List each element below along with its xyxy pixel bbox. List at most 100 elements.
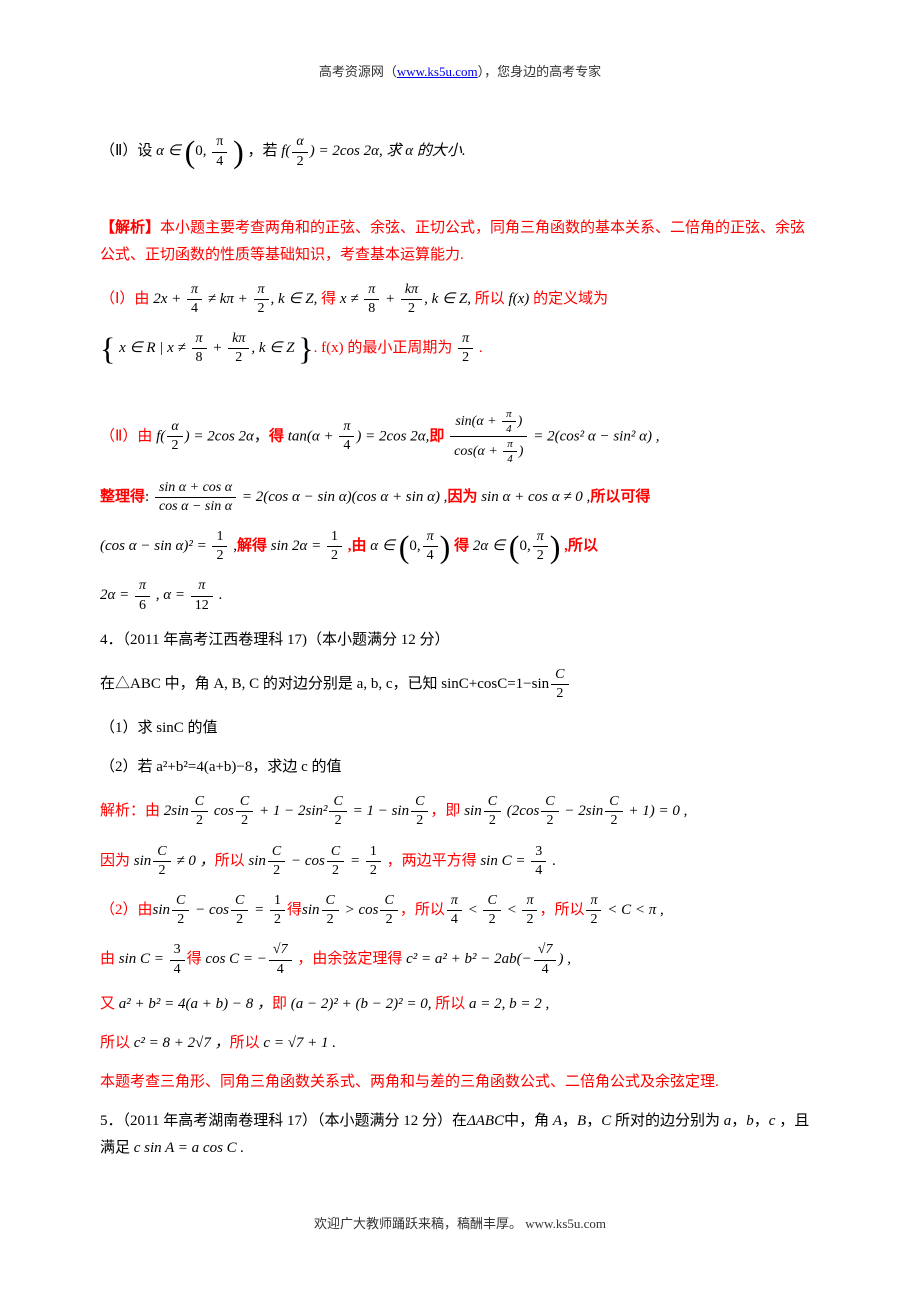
text: ，即 xyxy=(430,803,460,819)
analysis-block: 【解析】本小题主要考查两角和的正弦、余弦、正切公式，同角三角函数的基本关系、二倍… xyxy=(100,215,820,269)
text: sin 2α = xyxy=(267,538,325,554)
q4-part2-line3: 又 a² + b² = 4(a + b) − 8 ，即 (a − 2)² + (… xyxy=(100,991,820,1018)
text: , k ∈ Z, xyxy=(424,291,475,307)
text: tan(α + xyxy=(284,428,337,444)
frac: π2 xyxy=(586,892,601,929)
text: （2）由 xyxy=(100,902,153,918)
text: 由余弦定理得 xyxy=(312,951,402,967)
q5-statement: 5．（2011 年高考湖南卷理科 17）（本小题满分 12 分）在ΔABC中，角… xyxy=(100,1108,820,1162)
frac: C2 xyxy=(380,892,397,929)
frac: C2 xyxy=(484,793,501,830)
analysis-label: 【解析】 xyxy=(100,220,160,236)
frac: kπ2 xyxy=(228,330,249,367)
text: 2α ∈ xyxy=(469,538,509,554)
text: < C < π , xyxy=(603,902,663,918)
text: 2sin xyxy=(160,803,189,819)
frac: 12 xyxy=(212,528,227,565)
paren: ) xyxy=(550,529,561,565)
text: c sin A = a cos C . xyxy=(130,1140,244,1156)
text: c = √7 + 1 . xyxy=(260,1035,336,1051)
text: （Ⅱ）设 xyxy=(100,144,152,160)
text: . xyxy=(475,340,483,356)
text: 由 xyxy=(100,951,115,967)
frac: π4 xyxy=(187,281,202,318)
text: x ∈ R | x ≠ xyxy=(119,340,189,356)
text: c² = 8 + 2√7 ， xyxy=(130,1035,230,1051)
frac: π2 xyxy=(254,281,269,318)
text: α ∈ xyxy=(156,144,181,160)
text: 解析： xyxy=(100,803,145,819)
text: ΔABC xyxy=(467,1113,504,1129)
text: 所以可得 xyxy=(590,489,650,505)
text: ， xyxy=(754,1113,769,1129)
q4-summary: 本题考查三角形、同角三角函数关系式、两角和与差的三角函数公式、二倍角公式及余弦定… xyxy=(100,1069,820,1096)
text: 得 xyxy=(287,902,302,918)
text: x ≠ xyxy=(336,291,362,307)
part-2-line-1: （Ⅱ）由 f(α2) = 2cos 2α，得 tan(α + π4) = 2co… xyxy=(100,407,820,467)
text: , k ∈ Z, xyxy=(271,291,322,307)
text: . xyxy=(548,853,556,869)
frac: C2 xyxy=(153,843,170,880)
text: 所以 xyxy=(475,291,505,307)
frac: C2 xyxy=(329,793,346,830)
page-footer: 欢迎广大教师踊跃来稿，稿酬丰厚。 www.ks5u.com xyxy=(100,1212,820,1235)
frac: kπ2 xyxy=(401,281,422,318)
text: 整理得 xyxy=(100,489,145,505)
text: ) , xyxy=(558,951,571,967)
header-text-after: ），您身边的高考专家 xyxy=(478,64,602,79)
frac: 12 xyxy=(270,892,285,929)
text: = 1 − sin xyxy=(349,803,409,819)
text: + 1) = 0 , xyxy=(625,803,688,819)
frac: α2 xyxy=(292,133,307,170)
problem-ii-statement: （Ⅱ）设 α ∈ (0, π4 ) ，若 f(α2) = 2cos 2α, 求 … xyxy=(100,133,820,170)
paren: ( xyxy=(399,529,410,565)
text: c² = a² + b² − 2ab(− xyxy=(402,951,531,967)
page-header: 高考资源网（www.ks5u.com），您身边的高考专家 xyxy=(100,60,820,83)
text: 5．（2011 年高考湖南卷理科 17）（本小题满分 12 分）在 xyxy=(100,1113,467,1129)
text: sin C = xyxy=(115,951,168,967)
text: f( xyxy=(156,428,165,444)
text: ， xyxy=(294,951,313,967)
frac: π2 xyxy=(458,330,473,367)
text: < xyxy=(464,902,482,918)
frac: C2 xyxy=(268,843,285,880)
text: (a − 2)² + (b − 2)² = 0, xyxy=(287,996,435,1012)
text: a = 2, b = 2 , xyxy=(465,996,549,1012)
frac: π8 xyxy=(364,281,379,318)
text: = 2(cos² α − sin² α) , xyxy=(533,428,659,444)
part-1-line-2: { x ∈ R | x ≠ π8 + kπ2, k ∈ Z }. f(x) 的最… xyxy=(100,330,820,367)
text: ，两边平方得 xyxy=(383,853,477,869)
frac: C2 xyxy=(322,892,339,929)
frac: C2 xyxy=(236,793,253,830)
text: − cos xyxy=(287,853,325,869)
text: ,所以 xyxy=(564,538,598,554)
label: （Ⅰ）由 xyxy=(100,291,149,307)
text: ，若 xyxy=(247,144,281,160)
frac: 34 xyxy=(170,941,185,978)
text: 0, xyxy=(195,144,206,160)
header-link[interactable]: www.ks5u.com xyxy=(397,64,478,79)
frac: √74 xyxy=(269,941,292,978)
text: sin xyxy=(302,902,320,918)
text: （1）求 sinC 的值 xyxy=(100,720,218,736)
text: sin α + cos α ≠ 0 , xyxy=(477,489,590,505)
text: − cos xyxy=(191,902,229,918)
text: + 1 − 2sin² xyxy=(255,803,327,819)
text: = xyxy=(250,902,268,918)
text: = xyxy=(346,853,364,869)
analysis-text: 本小题主要考查两角和的正弦、余弦、正切公式，同角三角函数的基本关系、二倍角的正弦… xyxy=(100,220,805,263)
text: , α = xyxy=(152,588,189,604)
text: 2x + xyxy=(153,291,185,307)
text: 4．（2011 年高考江西卷理科 17) xyxy=(100,632,307,648)
footer-text: 欢迎广大教师踊跃来稿，稿酬丰厚。 xyxy=(314,1216,525,1231)
text: 得 xyxy=(269,428,284,444)
text: 即 xyxy=(272,996,287,1012)
paren: ) xyxy=(440,529,451,565)
text: 中，角 xyxy=(504,1113,549,1129)
text: (cos α − sin α)² = xyxy=(100,538,210,554)
frac: C2 xyxy=(411,793,428,830)
text: ， xyxy=(731,1113,746,1129)
q4-sub2: （2）若 a²+b²=4(a+b)−8，求边 c 的值 xyxy=(100,754,820,781)
text: sin xyxy=(153,902,171,918)
text: ， xyxy=(254,428,269,444)
